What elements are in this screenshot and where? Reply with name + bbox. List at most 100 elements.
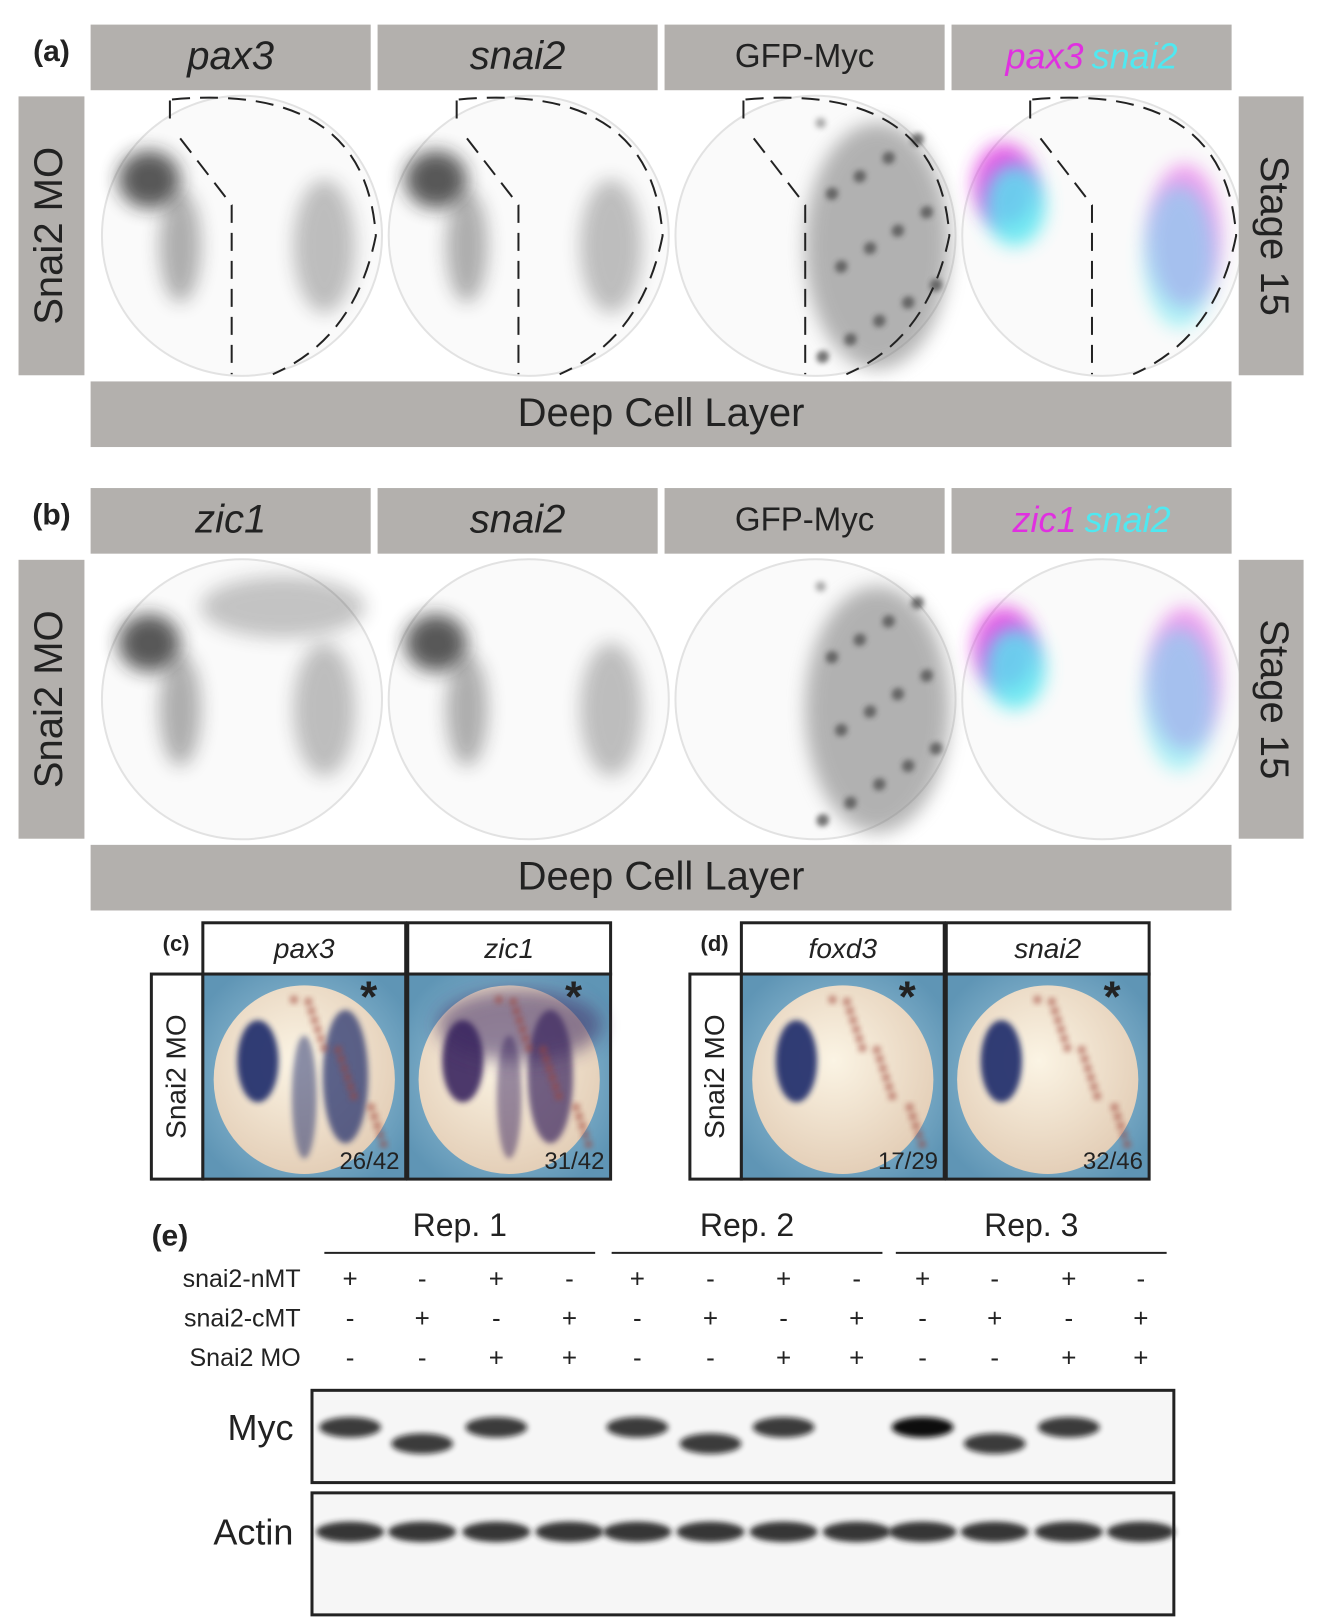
panel-label: (e) bbox=[152, 1219, 189, 1252]
gfp-cell bbox=[846, 796, 857, 807]
layer-box bbox=[90, 381, 1232, 448]
sign: - bbox=[918, 1342, 927, 1372]
side-box bbox=[18, 559, 85, 839]
gfp-cell bbox=[875, 1055, 884, 1064]
gfp-cell bbox=[1053, 1016, 1063, 1025]
side-box bbox=[688, 972, 743, 1181]
rep-label: Rep. 3 bbox=[984, 1207, 1078, 1243]
gfp-cell bbox=[1086, 1073, 1096, 1082]
gfp-cell bbox=[509, 997, 518, 1006]
gfp-cell bbox=[571, 1103, 581, 1112]
sign: - bbox=[565, 1263, 574, 1293]
signal bbox=[293, 179, 356, 313]
band bbox=[391, 1433, 454, 1454]
sign: - bbox=[706, 1342, 715, 1372]
count-label: 32/46 bbox=[1083, 1148, 1143, 1175]
signal bbox=[159, 653, 201, 766]
gfp-cell bbox=[1060, 1034, 1069, 1043]
panel-label: (d) bbox=[701, 931, 729, 956]
signal bbox=[446, 653, 488, 766]
signal bbox=[293, 642, 356, 777]
merge-label: snai2 bbox=[1092, 35, 1178, 76]
gfp-cell bbox=[494, 995, 504, 1004]
band bbox=[462, 1521, 531, 1543]
gfp-cell bbox=[304, 997, 313, 1006]
signal bbox=[118, 614, 181, 672]
gfp-cell bbox=[881, 1073, 891, 1082]
gfp-cell bbox=[1116, 1121, 1125, 1130]
header-text: foxd3 bbox=[809, 933, 878, 964]
asterisk: * bbox=[899, 972, 917, 1021]
asterisk: * bbox=[1104, 972, 1122, 1021]
gfp-cell bbox=[340, 1064, 349, 1073]
gfp-cell bbox=[512, 1006, 521, 1016]
gfp-cell bbox=[845, 1006, 855, 1016]
header-box bbox=[951, 488, 1232, 554]
gfp-cell bbox=[922, 206, 933, 217]
merge-label: pax3 bbox=[1005, 35, 1084, 76]
layer-label: Deep Cell Layer bbox=[518, 391, 805, 435]
gfp-cell bbox=[931, 278, 943, 290]
gfp-cell bbox=[584, 1140, 593, 1149]
gfp-cell bbox=[917, 1140, 927, 1149]
gfp-cell bbox=[307, 1006, 316, 1016]
sign: + bbox=[562, 1303, 577, 1333]
gfp-cell bbox=[310, 1016, 319, 1025]
count-label: 26/42 bbox=[339, 1148, 399, 1175]
merge-signal bbox=[1143, 627, 1216, 772]
merge-signal bbox=[983, 164, 1046, 247]
gfp-cell bbox=[334, 1045, 343, 1055]
gfp-cell bbox=[289, 995, 299, 1004]
gfp-signal bbox=[805, 586, 950, 833]
count-label: 17/29 bbox=[878, 1148, 938, 1175]
header-box bbox=[951, 24, 1232, 91]
gfp-cell bbox=[1110, 1103, 1119, 1112]
sign: + bbox=[1133, 1342, 1148, 1372]
gfp-cell bbox=[865, 241, 877, 253]
header-text: zic1 bbox=[194, 497, 266, 541]
gfp-cell bbox=[1050, 1006, 1060, 1016]
stage-box bbox=[1238, 559, 1304, 839]
merge-signal bbox=[983, 627, 1046, 710]
gfp-cell bbox=[922, 669, 933, 680]
dashed-boundary bbox=[742, 96, 951, 376]
band bbox=[535, 1521, 604, 1543]
signal bbox=[580, 642, 643, 777]
stain bbox=[775, 1020, 818, 1103]
gfp-cell bbox=[376, 1130, 385, 1140]
gfp-cell bbox=[884, 151, 895, 162]
sign: - bbox=[779, 1303, 788, 1333]
gfp-cell bbox=[554, 1091, 563, 1101]
gfp-cell bbox=[545, 1064, 554, 1073]
header-text: GFP-Myc bbox=[735, 501, 874, 538]
header-box bbox=[739, 921, 946, 976]
side-label: Snai2 MO bbox=[699, 1014, 730, 1139]
gfp-cell bbox=[313, 1025, 322, 1034]
band bbox=[752, 1416, 815, 1438]
header-box bbox=[664, 488, 945, 554]
dashed-boundary bbox=[168, 96, 377, 376]
sign: - bbox=[346, 1303, 355, 1333]
gfp-cell bbox=[1080, 1055, 1089, 1064]
gfp-signal bbox=[805, 123, 950, 370]
sign: - bbox=[990, 1263, 999, 1293]
gfp-cell bbox=[884, 615, 895, 626]
row-label: Snai2 MO bbox=[189, 1344, 300, 1372]
sign: - bbox=[633, 1303, 642, 1333]
header-box bbox=[201, 921, 408, 976]
gfp-cell bbox=[578, 1121, 587, 1130]
header-text: pax3 bbox=[186, 34, 274, 78]
gfp-cell bbox=[1077, 1045, 1086, 1055]
rep-label: Rep. 2 bbox=[700, 1207, 794, 1243]
merge-header: zic1 snai2 bbox=[1012, 498, 1171, 539]
gfp-cell bbox=[343, 1073, 352, 1082]
gfp-cell bbox=[837, 260, 848, 271]
gfp-cell bbox=[855, 170, 866, 181]
row-label: snai2-nMT bbox=[183, 1265, 301, 1293]
signal bbox=[405, 614, 467, 672]
gfp-cell bbox=[379, 1140, 388, 1149]
sign: - bbox=[418, 1263, 427, 1293]
gfp-cell bbox=[815, 117, 826, 129]
sign: + bbox=[849, 1342, 864, 1372]
sign: + bbox=[343, 1263, 358, 1293]
